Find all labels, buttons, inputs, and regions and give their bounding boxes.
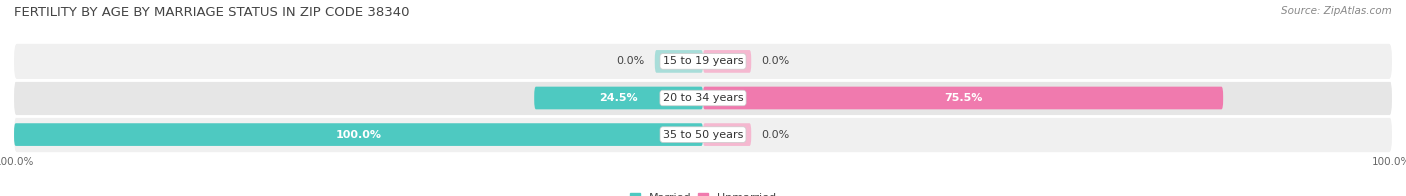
FancyBboxPatch shape	[655, 50, 703, 73]
FancyBboxPatch shape	[14, 117, 1392, 152]
Legend: Married, Unmarried: Married, Unmarried	[626, 189, 780, 196]
Text: 0.0%: 0.0%	[616, 56, 644, 66]
Text: Source: ZipAtlas.com: Source: ZipAtlas.com	[1281, 6, 1392, 16]
Text: FERTILITY BY AGE BY MARRIAGE STATUS IN ZIP CODE 38340: FERTILITY BY AGE BY MARRIAGE STATUS IN Z…	[14, 6, 409, 19]
FancyBboxPatch shape	[703, 87, 1223, 109]
Text: 0.0%: 0.0%	[762, 56, 790, 66]
FancyBboxPatch shape	[14, 80, 1392, 116]
Text: 100.0%: 100.0%	[336, 130, 381, 140]
FancyBboxPatch shape	[703, 123, 751, 146]
FancyBboxPatch shape	[703, 50, 751, 73]
Text: 35 to 50 years: 35 to 50 years	[662, 130, 744, 140]
Text: 24.5%: 24.5%	[599, 93, 638, 103]
FancyBboxPatch shape	[14, 44, 1392, 79]
FancyBboxPatch shape	[534, 87, 703, 109]
Text: 0.0%: 0.0%	[762, 130, 790, 140]
Text: 15 to 19 years: 15 to 19 years	[662, 56, 744, 66]
FancyBboxPatch shape	[14, 123, 703, 146]
Text: 75.5%: 75.5%	[943, 93, 983, 103]
Text: 20 to 34 years: 20 to 34 years	[662, 93, 744, 103]
